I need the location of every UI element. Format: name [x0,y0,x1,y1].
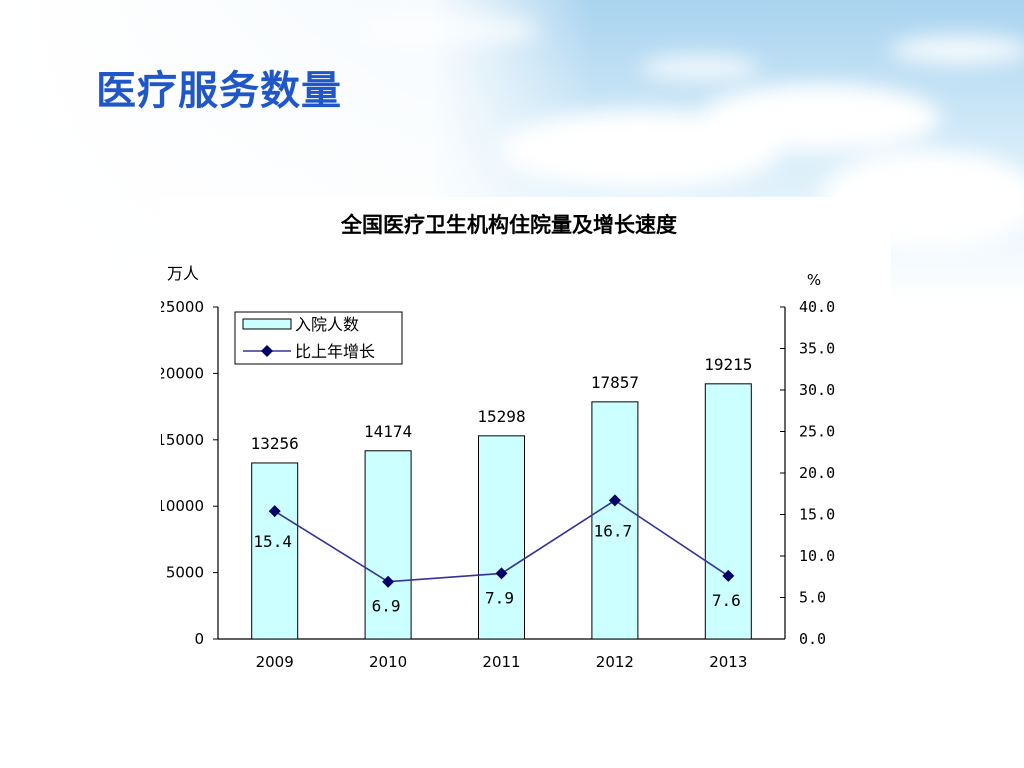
bar-value-label: 13256 [251,434,299,453]
right-tick-label: 5.0 [799,589,826,607]
right-tick-label: 35.0 [799,340,835,358]
bar-2009 [251,462,299,640]
line-point-2010 [382,575,395,588]
x-tick-label: 2011 [482,653,520,671]
left-tick-label: 0 [194,630,204,648]
x-tick-label: 2010 [369,653,407,671]
right-tick-label: 10.0 [799,547,835,565]
right-tick-label: 15.0 [799,506,835,524]
line-value-label: 16.7 [594,521,633,540]
line-point-2012 [608,494,621,507]
bar-value-label: 15298 [477,407,525,426]
left-tick-label: 15000 [161,431,204,449]
left-tick-label: 25000 [161,298,204,316]
bar-value-label: 17857 [591,373,639,392]
x-tick-label: 2012 [596,653,634,671]
bar-2013 [704,383,752,640]
line-value-label: 7.9 [485,588,514,607]
right-tick-label: 0.0 [799,630,826,648]
bar-value-label: 19215 [704,355,752,374]
right-tick-label: 30.0 [799,381,835,399]
hospital-admissions-chart: 全国医疗卫生机构住院量及增长速度 万人 % 0 5000 10000 15000 200… [161,213,835,671]
chart-panel: 全国医疗卫生机构住院量及增长速度 万人 % 0 5000 10000 15000 200… [161,197,891,690]
bar-value-label: 14174 [364,422,412,441]
legend-bar-label: 入院人数 [295,315,359,334]
right-tick-label: 40.0 [799,298,835,316]
bar-2012 [591,401,639,640]
right-axis: 0.0 5.0 10.0 15.0 20.0 25.0 30.0 35.0 40.0 [780,298,835,648]
right-axis-unit: % [807,271,821,289]
slide-title: 医疗服务数量 [96,68,342,114]
legend-line-marker [261,345,273,357]
line-point-2011 [495,567,508,580]
line-point-2009 [268,505,281,518]
legend-bar-swatch [242,318,292,330]
left-axis: 0 5000 10000 15000 20000 25000 [161,298,219,648]
bar-2011 [478,435,525,640]
legend-line-label: 比上年增长 [295,342,375,361]
right-tick-label: 20.0 [799,464,835,482]
left-axis-unit: 万人 [167,264,199,283]
chart-title: 全国医疗卫生机构住院量及增长速度 [340,213,677,237]
right-tick-label: 25.0 [799,423,835,441]
line-value-label: 6.9 [372,597,401,616]
left-tick-label: 20000 [161,364,204,382]
legend: 入院人数 比上年增长 [234,311,403,365]
left-tick-label: 10000 [161,497,204,515]
x-tick-label: 2013 [709,653,747,671]
line-point-2013 [722,569,735,582]
left-tick-label: 5000 [166,564,204,582]
line-value-label: 15.4 [253,532,292,551]
bar-2010 [364,450,412,640]
line-value-label: 7.6 [712,591,741,610]
x-tick-label: 2009 [256,653,294,671]
